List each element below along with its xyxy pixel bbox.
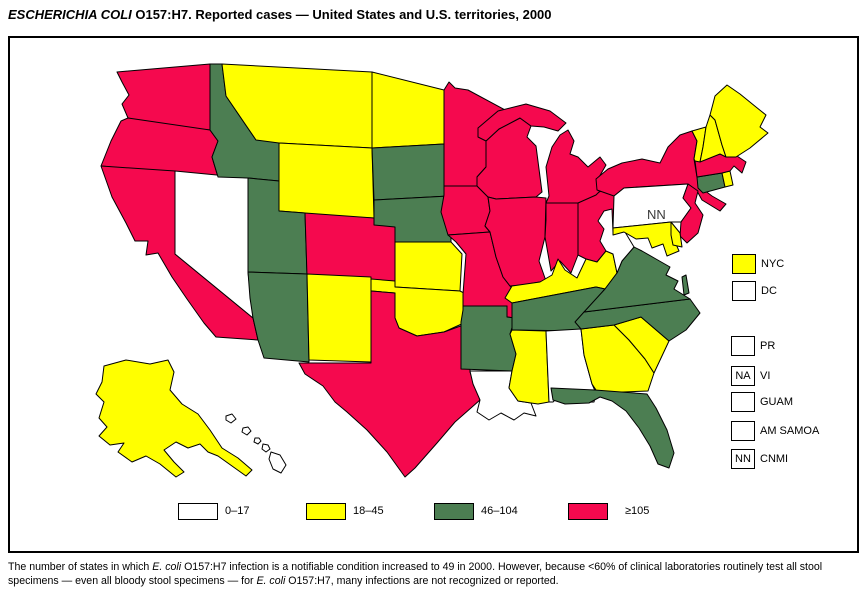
state-TX <box>298 290 481 478</box>
territory-label-NYC: NYC <box>761 258 785 270</box>
state-AK <box>95 359 253 478</box>
state-MS <box>508 329 550 405</box>
state-FL <box>550 387 675 469</box>
territory-box-PR <box>731 336 755 356</box>
state-HI <box>225 413 287 474</box>
legend-swatch-18-45 <box>306 503 346 520</box>
territory-box-CNMI: NN <box>731 449 755 469</box>
territory-label-AMSAMOA: AM SAMOA <box>760 425 820 437</box>
territory-box-NYC <box>732 254 756 274</box>
territory-box-DC <box>732 281 756 301</box>
state-label-PA: NN <box>647 207 666 222</box>
legend-swatch-46-104 <box>434 503 474 520</box>
state-IN <box>544 202 579 274</box>
territory-label-GUAM: GUAM <box>760 396 793 408</box>
state-NJ <box>679 183 704 244</box>
state-DE <box>670 221 683 248</box>
territory-label-DC: DC <box>761 285 777 297</box>
state-KS <box>394 241 463 292</box>
legend-label-18-45: 18–45 <box>353 505 384 517</box>
legend-swatch-0-17 <box>178 503 218 520</box>
territory-box-AMSAMOA <box>731 421 755 441</box>
state-AZ <box>247 271 310 363</box>
state-WY <box>278 142 375 219</box>
state-ND <box>371 71 445 149</box>
state-MI-upper <box>477 103 567 142</box>
territory-box-VI: NA <box>731 366 755 386</box>
territory-label-VI: VI <box>760 370 771 382</box>
legend-label-46-104: 46–104 <box>481 505 518 517</box>
legend-label-0-17: 0–17 <box>225 505 250 517</box>
state-MI-lower <box>545 129 607 204</box>
territory-label-PR: PR <box>760 340 776 352</box>
territory-label-CNMI: CNMI <box>760 453 789 465</box>
state-IA <box>440 185 491 236</box>
footnote: The number of states in which E. coli O1… <box>8 561 823 588</box>
legend-swatch-gte105 <box>568 503 608 520</box>
state-SD <box>371 143 450 201</box>
state-NM <box>306 273 372 363</box>
states-group <box>95 63 769 478</box>
state-ME <box>709 84 769 158</box>
page-title: ESCHERICHIA COLI O157:H7. Reported cases… <box>8 7 552 22</box>
legend-label-gte105: ≥105 <box>625 505 650 517</box>
territory-box-GUAM <box>731 392 755 412</box>
state-VA-eastern-shore <box>681 274 690 296</box>
